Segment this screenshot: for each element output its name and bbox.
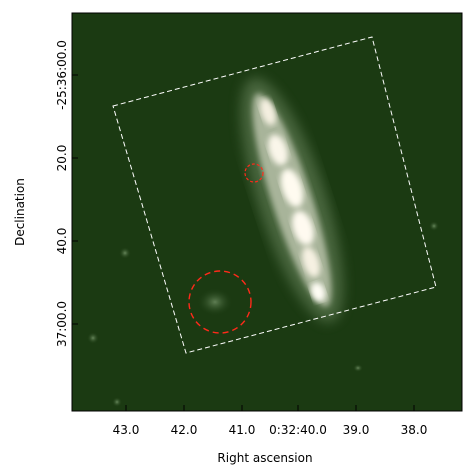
galaxy-knot (310, 282, 326, 302)
y-axis-ticks (72, 74, 78, 325)
faint-source (429, 221, 439, 231)
x-tick-label: 0:32:40.0 (269, 423, 327, 437)
x-axis-ticks (125, 405, 415, 411)
faint-source (112, 397, 122, 407)
y-tick-label: -25:36:00.0 (55, 40, 69, 110)
small-red-circle (244, 163, 264, 183)
large-red-circle (188, 270, 252, 334)
faint-source (87, 332, 99, 344)
image-content (87, 36, 439, 407)
x-tick-label: 38.0 (401, 423, 428, 437)
footprint-outline (112, 36, 437, 354)
faint-source (119, 247, 131, 259)
galaxy-knot (301, 246, 321, 278)
y-axis-label: Declination (13, 178, 27, 246)
y-tick-label: 40.0 (55, 228, 69, 255)
galaxy-knot (268, 134, 288, 166)
x-tick-label: 41.0 (229, 423, 256, 437)
plot-frame (71, 12, 463, 412)
faint-source (353, 364, 363, 372)
x-tick-label: 42.0 (171, 423, 198, 437)
y-tick-label: 37:00.0 (55, 301, 69, 347)
y-tick-label: 20.0 (55, 145, 69, 172)
galaxy-knot (260, 98, 276, 126)
galaxy-knot (291, 210, 315, 246)
x-axis-label: Right ascension (217, 451, 312, 465)
diffuse-source (197, 288, 233, 316)
x-tick-label: 39.0 (343, 423, 370, 437)
galaxy-knot (280, 168, 304, 208)
x-tick-label: 43.0 (113, 423, 140, 437)
